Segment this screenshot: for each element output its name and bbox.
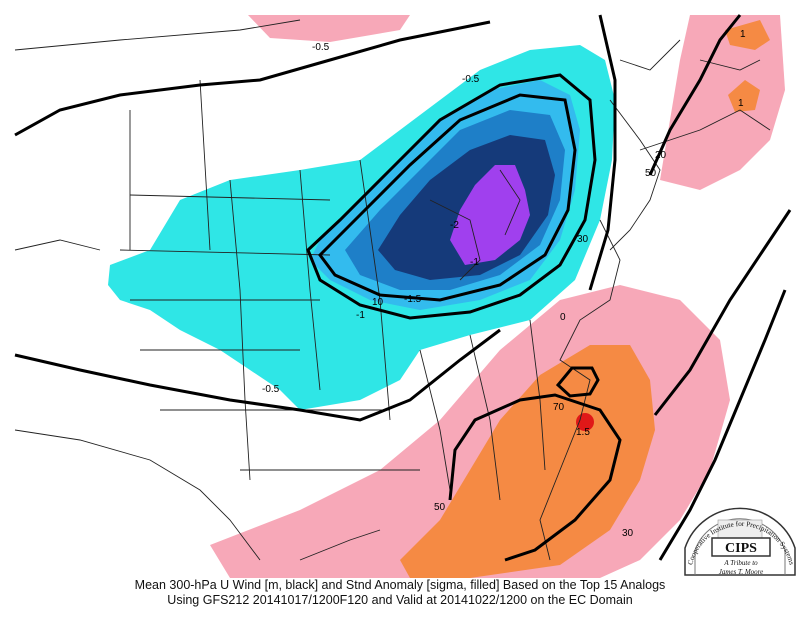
label-w30-se: 30 xyxy=(622,528,634,539)
pos-anomaly-0-5-top xyxy=(248,15,410,42)
label-neg-0-5-ne: -0.5 xyxy=(462,74,480,85)
label-neg-0-5-top: -0.5 xyxy=(312,42,330,53)
label-neg-1: -1 xyxy=(356,310,365,321)
anomaly-map: -0.5 -0.5 -2 -1 10 -1.5 -1 -0.5 30 0 1 1… xyxy=(14,14,796,578)
wind-contour-20 xyxy=(318,93,577,302)
label-w10: 10 xyxy=(372,297,384,308)
pos-anomaly-1-se xyxy=(400,345,655,578)
label-w70: 70 xyxy=(553,402,565,413)
wind-contour-west xyxy=(14,20,491,137)
label-neg-1-5: -1.5 xyxy=(404,294,422,305)
logo-tribute-2: James T. Moore xyxy=(719,568,764,576)
label-neg-0-5-sw: -0.5 xyxy=(262,384,280,395)
pos-anomaly-0-5-ne xyxy=(660,15,785,190)
logo-name-box xyxy=(711,537,771,557)
caption-line-2: Using GFS212 20141017/1200F120 and Valid… xyxy=(167,593,633,607)
label-pos-1-ne2: 1 xyxy=(738,98,744,109)
neg-anomaly-2-5 xyxy=(450,165,530,265)
label-w20: 20 xyxy=(655,150,667,161)
caption-line-1: Mean 300-hPa U Wind [m, black] and Stnd … xyxy=(134,578,666,592)
label-neg-2: -2 xyxy=(450,220,459,231)
pos-anomaly-1-ne-b xyxy=(728,80,760,112)
label-w50-ne: 50 xyxy=(645,168,657,179)
geographic-boundaries xyxy=(14,19,771,561)
logo-acronym: CIPS xyxy=(725,541,757,556)
label-w30-east: 30 xyxy=(577,234,589,245)
label-pos-1-ne: 1 xyxy=(740,29,746,40)
cips-logo: CIPS A Tribute to James T. Moore Coopera… xyxy=(684,507,796,576)
wind-contour-south xyxy=(14,328,501,422)
wind-contour-far-east xyxy=(653,209,792,416)
label-pos-1-5: 1.5 xyxy=(576,427,590,438)
label-neg-1-north: -1 xyxy=(470,257,479,268)
wind-contour-ne xyxy=(648,14,742,176)
wind-contour-jet-outer xyxy=(448,393,622,562)
label-zero: 0 xyxy=(560,312,566,323)
logo-tribute-1: A Tribute to xyxy=(723,559,758,567)
wind-contour-10 xyxy=(306,73,597,320)
pos-anomaly-1-ne-a xyxy=(725,20,770,50)
wind-contour-right-edge xyxy=(658,289,787,561)
wind-contour-jet-inner xyxy=(555,366,600,398)
label-w50-gulf: 50 xyxy=(434,502,446,513)
wind-contour-east xyxy=(588,14,617,291)
